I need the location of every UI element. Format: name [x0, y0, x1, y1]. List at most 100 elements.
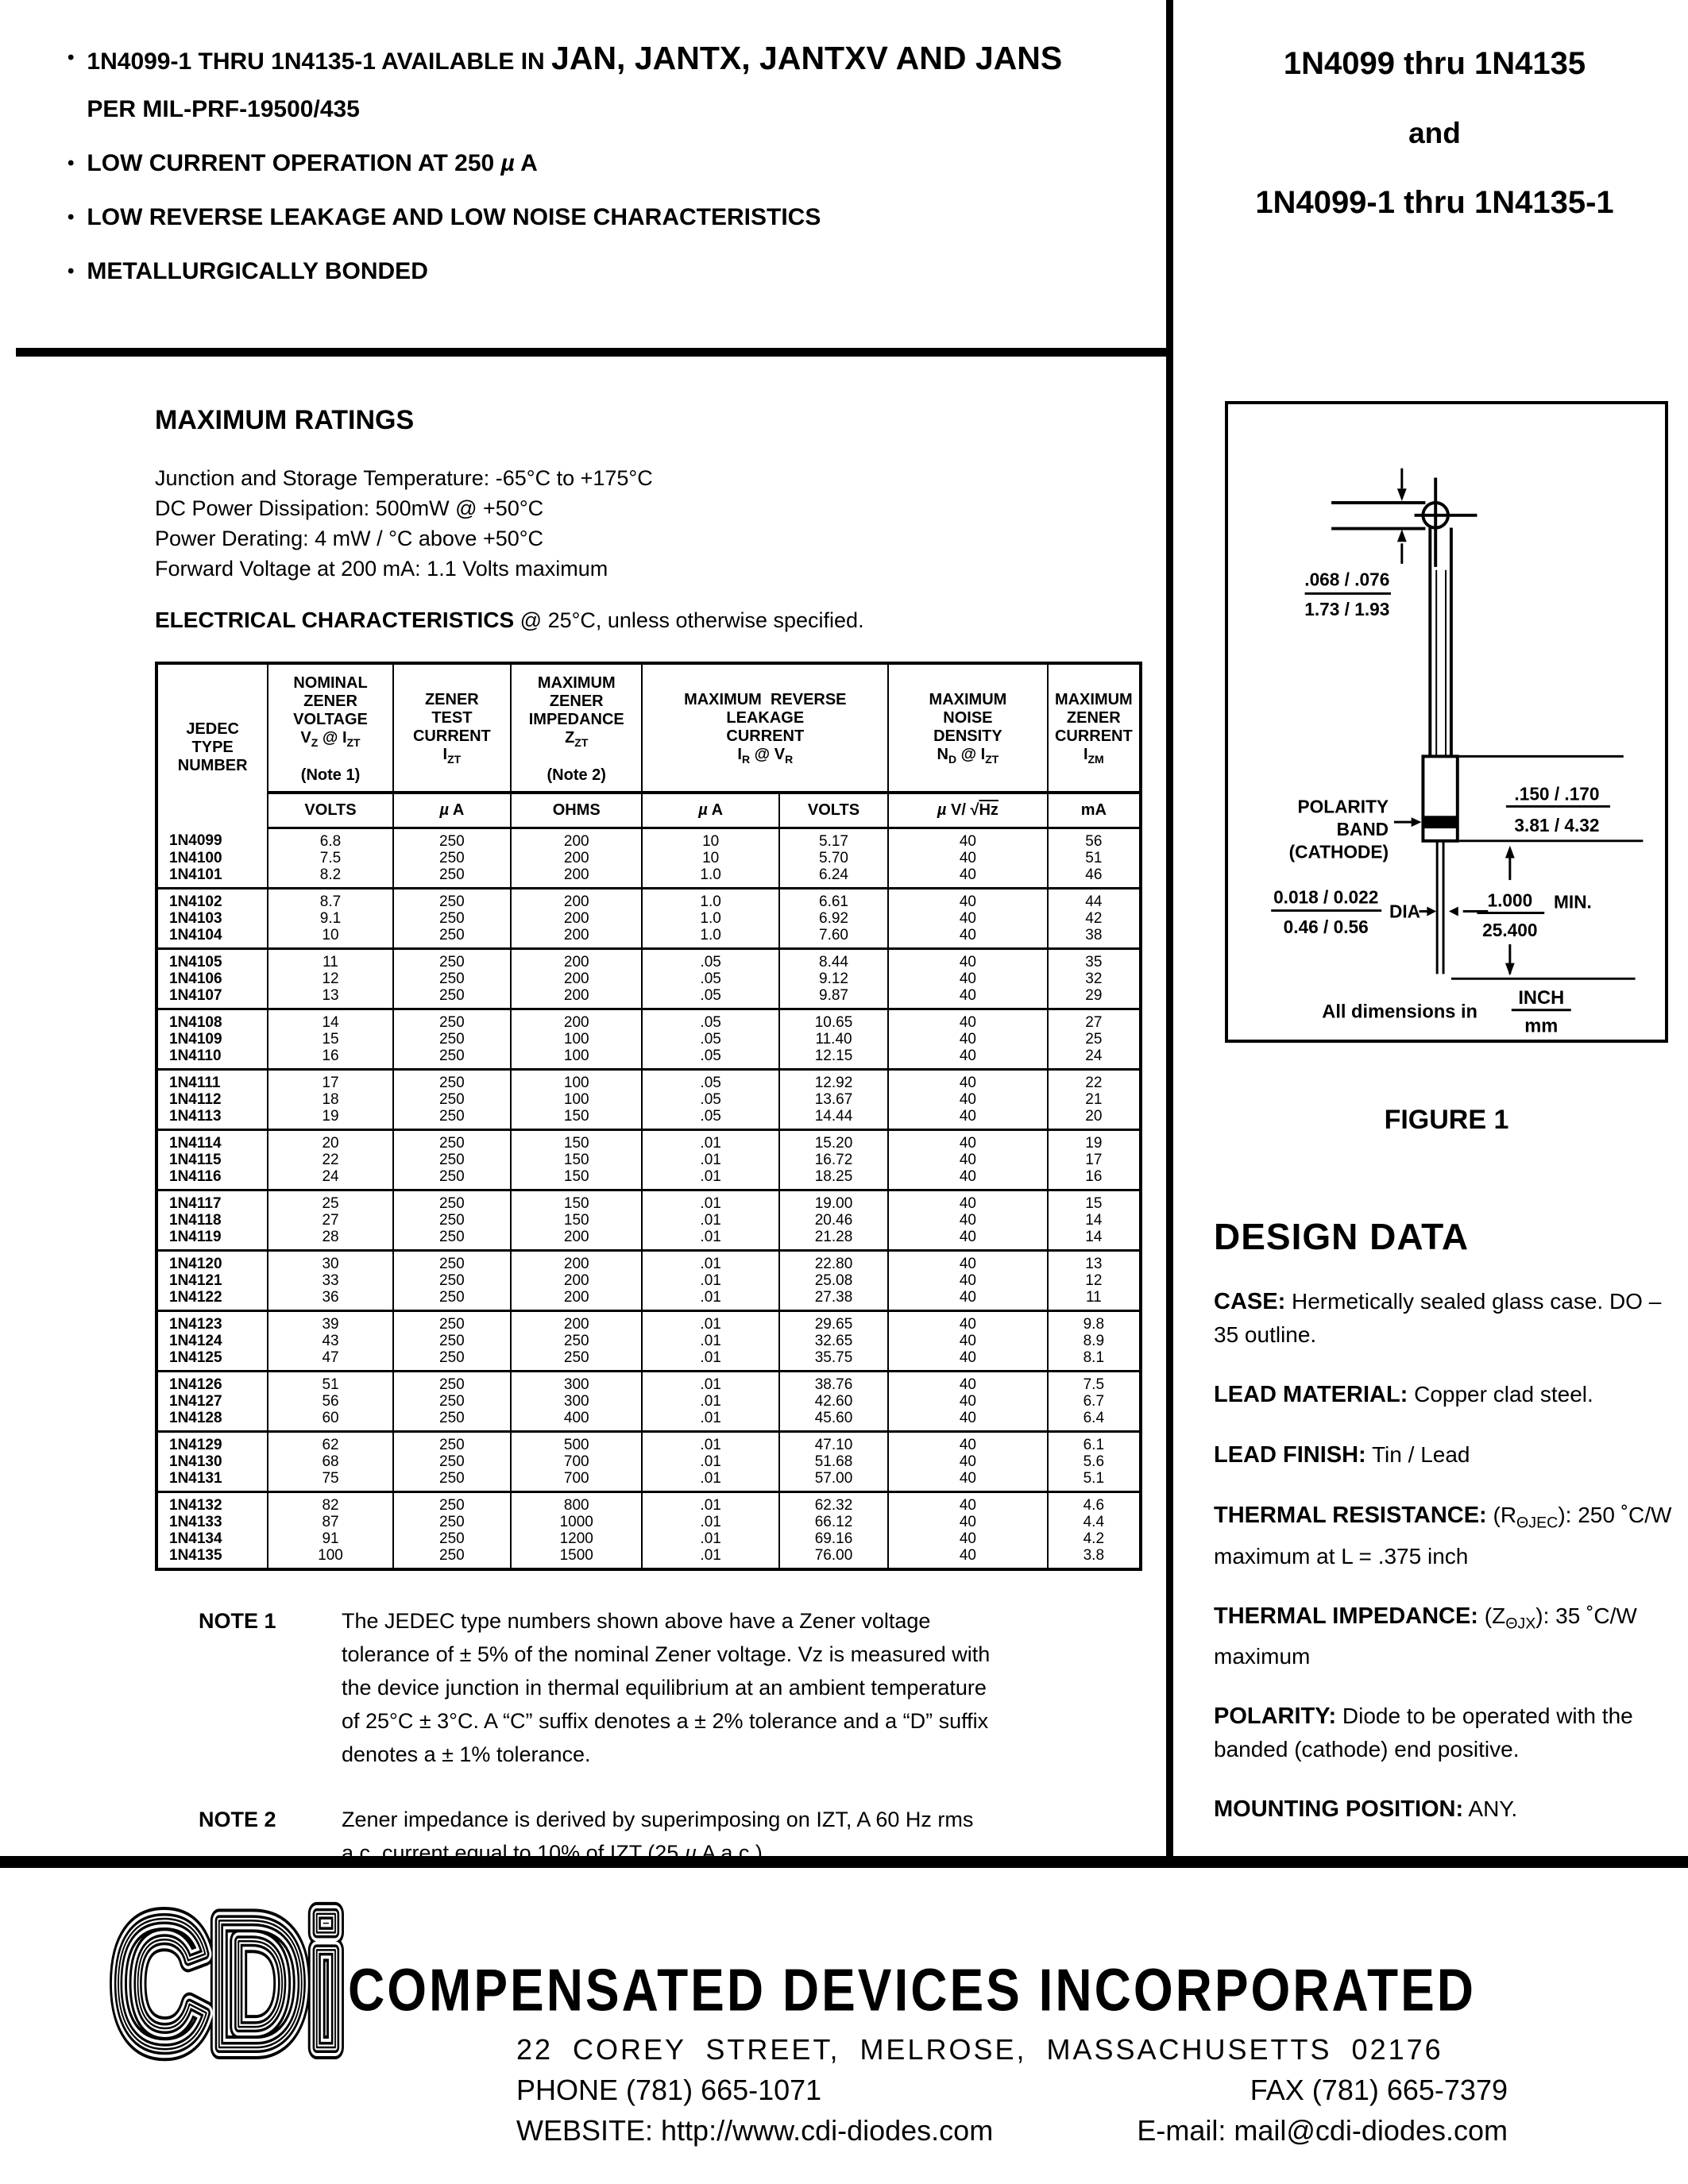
value-cell: 200 — [510, 927, 643, 950]
arrowhead-right-icon — [1427, 906, 1437, 916]
value-cell: 250 — [392, 1129, 512, 1152]
unit-cell: OHMS — [510, 791, 643, 829]
value-cell: 6.24 — [778, 866, 890, 889]
jedec-type-cell: 1N4114 — [155, 1129, 269, 1152]
jedec-type-cell: 1N4132 — [155, 1491, 269, 1514]
table-row: 1N4130 68 250 700.01 51.68 40 5.6 — [155, 1453, 1142, 1470]
value-cell: .01 — [641, 1250, 780, 1272]
design-data-item: POLARITY: Diode to be operated with the … — [1214, 1704, 1633, 1762]
table-row: 1N4104 10 250 200 1.0 7.60 40 38 — [155, 927, 1142, 950]
value-cell: 44 — [1046, 888, 1142, 910]
value-cell: 5.1 — [1046, 1470, 1142, 1493]
value-cell: 250 — [392, 1333, 512, 1349]
value-cell: 5.70 — [778, 850, 890, 866]
value-cell: 11 — [267, 948, 394, 970]
value-cell: 200 — [510, 1289, 643, 1312]
value-cell: 40 — [887, 1069, 1049, 1091]
value-cell: .05 — [641, 1048, 780, 1071]
value-cell: 250 — [392, 1031, 512, 1048]
table-row: 1N4127 56 250 300.01 42.60 40 6.7 — [155, 1393, 1142, 1410]
value-cell: 56 — [1046, 828, 1142, 850]
value-cell: 250 — [392, 1410, 512, 1433]
value-cell: 66.12 — [778, 1514, 890, 1530]
value-cell: 250 — [392, 1091, 512, 1108]
value-cell: 100 — [510, 1031, 643, 1048]
email-address: E-mail: mail@cdi-diodes.com — [1137, 2114, 1508, 2147]
company-address-block: 22 COREY STREET, MELROSE, MASSACHUSETTS … — [516, 2033, 1508, 2147]
bullet-icon: • — [68, 152, 75, 174]
jedec-type-cell: 1N4121 — [155, 1272, 269, 1289]
arrowhead-right-icon — [1411, 817, 1422, 828]
value-cell: 14 — [1046, 1212, 1142, 1229]
arrowhead-left-icon — [1448, 906, 1458, 916]
value-cell: 40 — [887, 1349, 1049, 1372]
value-cell: .01 — [641, 1152, 780, 1168]
jedec-type-cell: 1N4120 — [155, 1250, 269, 1272]
jedec-type-cell: 1N4118 — [155, 1212, 269, 1229]
value-cell: 200 — [510, 888, 643, 910]
value-cell: 40 — [887, 927, 1049, 950]
logo-stripe: CDi — [113, 1881, 345, 2081]
cdi-logo-icon: CDi CDi CDi CDi CDi — [101, 1870, 357, 2099]
value-cell: .01 — [641, 1310, 780, 1333]
feature-text: 1N4099-1 THRU 1N4135-1 AVAILABLE IN JAN,… — [87, 40, 1063, 76]
value-cell: 7.60 — [778, 927, 890, 950]
value-cell: 47.10 — [778, 1431, 890, 1453]
value-cell: 8.1 — [1046, 1349, 1142, 1372]
jedec-type-cell: 1N4104 — [155, 927, 269, 950]
min-label: MIN. — [1554, 892, 1592, 913]
value-cell: 250 — [392, 1470, 512, 1493]
table-row: 1N4135 100 250 1500.01 76.00 40 3.8 — [155, 1547, 1142, 1571]
table-row: 1N4126 51 250 300.01 38.76 40 7.5 — [155, 1371, 1142, 1393]
table-row: 1N4123 39 250 200.01 29.65 40 9.8 — [155, 1310, 1142, 1333]
part-number-title: 1N4099 thru 1N4135 and 1N4099-1 thru 1N4… — [1192, 46, 1678, 256]
table-row: 1N4134 91 250 1200.01 69.16 40 4.2 — [155, 1530, 1142, 1547]
jedec-type-cell: 1N4110 — [155, 1048, 269, 1071]
dim-length-inch: 1.000 — [1487, 890, 1532, 911]
table-row: 1N4125 47 250 250.01 35.75 40 8.1 — [155, 1349, 1142, 1372]
value-cell: 10.65 — [778, 1009, 890, 1031]
value-cell: 250 — [392, 1168, 512, 1191]
table-row: 1N4129 62 250 500.01 47.10 40 6.1 — [155, 1431, 1142, 1453]
value-cell: 17 — [267, 1069, 394, 1091]
feature-item: • METALLURGICALLY BONDED — [68, 255, 1160, 288]
value-cell: 15 — [267, 1031, 394, 1048]
jedec-type-cell: 1N4131 — [155, 1470, 269, 1493]
jedec-type-cell: 1N4113 — [155, 1108, 269, 1131]
dim-dia-mm: 0.46 / 0.56 — [1284, 916, 1369, 937]
value-cell: 6.92 — [778, 910, 890, 927]
unit-cell: µ V/ √Hz — [887, 791, 1049, 829]
value-cell: .01 — [641, 1453, 780, 1470]
value-cell: 250 — [392, 1212, 512, 1229]
value-cell: 27 — [1046, 1009, 1142, 1031]
value-cell: 87 — [267, 1514, 394, 1530]
value-cell: 22.80 — [778, 1250, 890, 1272]
value-cell: 40 — [887, 1333, 1049, 1349]
value-cell: 40 — [887, 1190, 1049, 1212]
value-cell: .05 — [641, 1031, 780, 1048]
value-cell: 250 — [392, 866, 512, 889]
value-cell: 27 — [267, 1212, 394, 1229]
value-cell: 500 — [510, 1431, 643, 1453]
jedec-type-cell: 1N4116 — [155, 1168, 269, 1191]
value-cell: 100 — [510, 1048, 643, 1071]
figure-caption: FIGURE 1 — [1384, 1105, 1509, 1135]
cdi-logo: CDi CDi CDi CDi CDi — [101, 1870, 357, 2099]
title-line: 1N4099 thru 1N4135 — [1283, 46, 1586, 81]
value-cell: 250 — [392, 987, 512, 1010]
jedec-type-cell: 1N4133 — [155, 1514, 269, 1530]
inch-label: INCH — [1518, 988, 1564, 1009]
table-row: 1N4102 8.7 250 200 1.0 6.61 40 44 — [155, 888, 1142, 910]
design-data-item: THERMAL RESISTANCE: (RΘJEC): 250 ˚C/W ma… — [1214, 1503, 1672, 1569]
value-cell: 8.7 — [267, 888, 394, 910]
jedec-type-cell: 1N4105 — [155, 948, 269, 970]
value-cell: 40 — [887, 1547, 1049, 1571]
design-data-item: LEAD MATERIAL: Copper clad steel. — [1214, 1382, 1593, 1407]
value-cell: 40 — [887, 1310, 1049, 1333]
value-cell: 16 — [267, 1048, 394, 1071]
value-cell: 56 — [267, 1393, 394, 1410]
design-data-item: LEAD FINISH: Tin / Lead — [1214, 1442, 1470, 1468]
value-cell: 40 — [887, 1250, 1049, 1272]
dim-body-mm: 3.81 / 4.32 — [1514, 815, 1599, 835]
value-cell: 57.00 — [778, 1470, 890, 1493]
